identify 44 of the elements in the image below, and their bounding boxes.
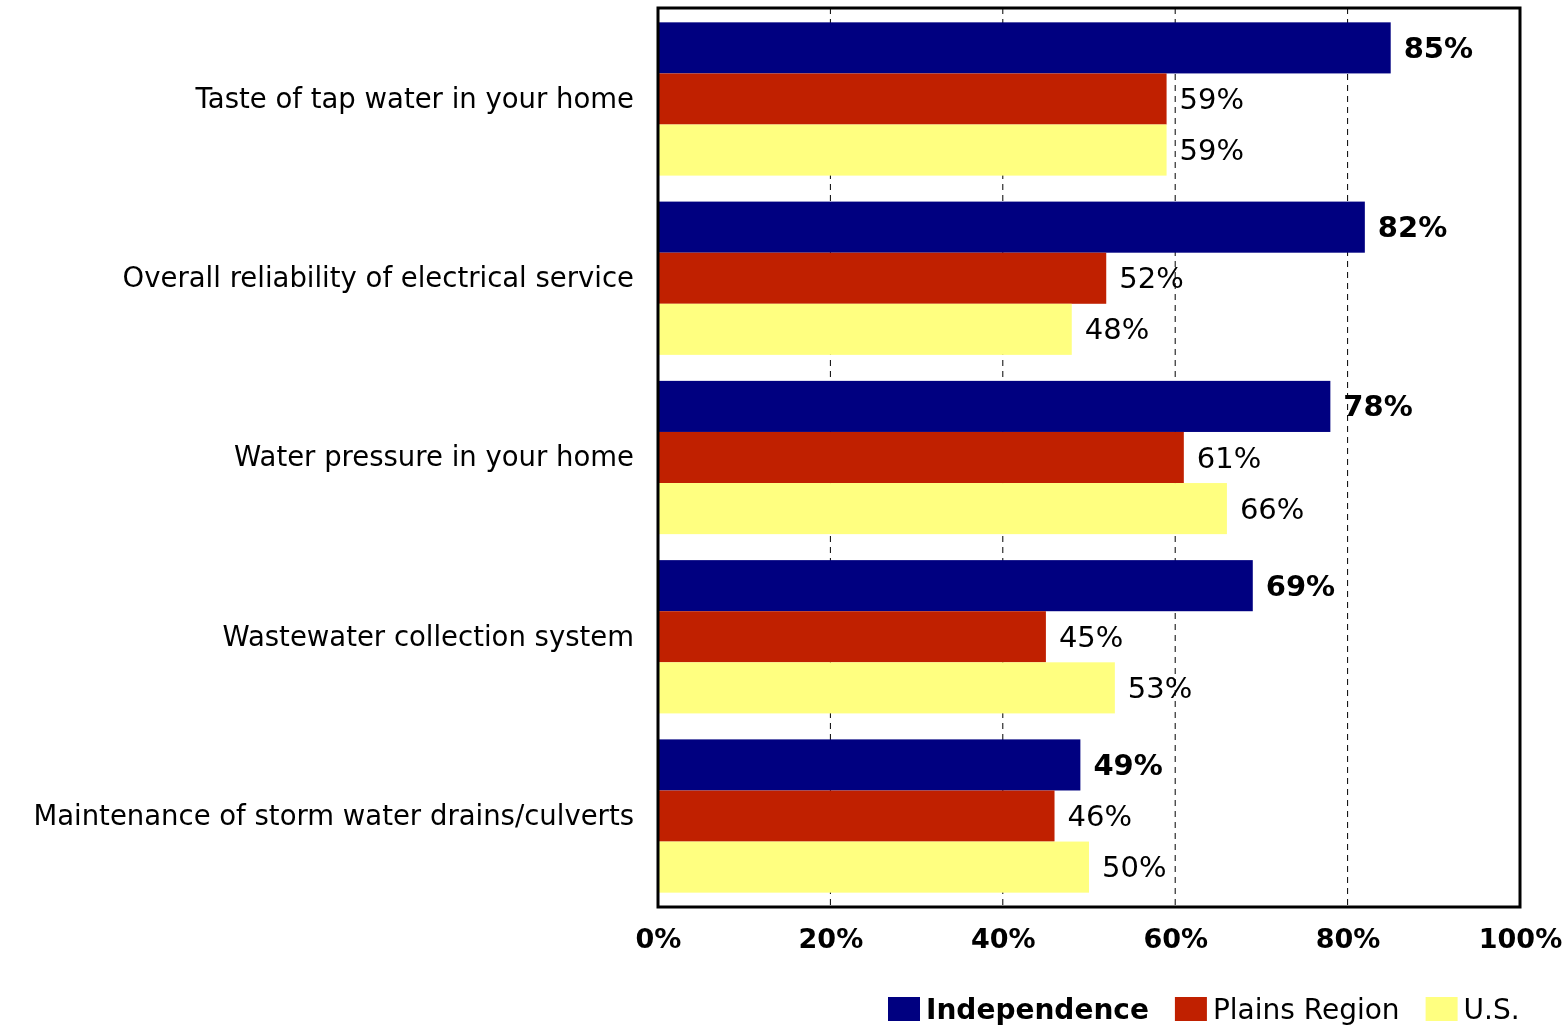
bar: [658, 303, 1072, 355]
data-label: 46%: [1067, 799, 1132, 834]
bar: [658, 73, 1167, 125]
bar: [658, 560, 1253, 612]
data-label: 82%: [1377, 210, 1448, 245]
x-tick-label: 100%: [1478, 923, 1563, 955]
x-tick-label: 20%: [798, 923, 864, 955]
data-label: 69%: [1265, 568, 1336, 603]
bar: [658, 483, 1227, 535]
bar: [658, 124, 1167, 176]
bar: [658, 380, 1331, 432]
x-tick-label: 80%: [1315, 923, 1381, 955]
y-tick-label: Water pressure in your home: [234, 440, 634, 473]
data-label: 66%: [1239, 491, 1305, 526]
data-label: 85%: [1403, 30, 1474, 65]
data-label: 48%: [1084, 312, 1150, 347]
bar: [658, 662, 1115, 714]
legend-label: Plains Region: [1212, 992, 1400, 1026]
legend-label: U.S.: [1463, 992, 1520, 1026]
bar: [658, 201, 1365, 253]
bar: [658, 22, 1391, 74]
y-tick-label: Maintenance of storm water drains/culverts: [33, 798, 634, 831]
x-tick-label: 40%: [970, 923, 1036, 955]
y-tick-label: Overall reliability of electrical service: [122, 261, 634, 294]
bar: [658, 739, 1081, 791]
data-label: 61%: [1196, 440, 1262, 475]
bar: [658, 841, 1089, 893]
data-label: 59%: [1179, 133, 1245, 168]
bar: [658, 431, 1184, 484]
data-label: 53%: [1127, 670, 1193, 705]
bar: [658, 611, 1046, 663]
data-label: 49%: [1093, 747, 1163, 782]
x-tick-label: 60%: [1143, 923, 1209, 955]
bar: [658, 790, 1055, 842]
data-label: 50%: [1102, 850, 1167, 885]
bar: [658, 252, 1107, 304]
legend-label: Independence: [926, 992, 1149, 1026]
x-tick-label: 0%: [635, 923, 682, 955]
data-label: 78%: [1343, 389, 1413, 424]
data-label: 45%: [1058, 619, 1124, 654]
y-tick-label: Taste of tap water in your home: [194, 81, 634, 114]
y-tick-label: Wastewater collection system: [222, 619, 634, 652]
data-label: 59%: [1179, 81, 1245, 116]
data-label: 52%: [1119, 261, 1184, 296]
